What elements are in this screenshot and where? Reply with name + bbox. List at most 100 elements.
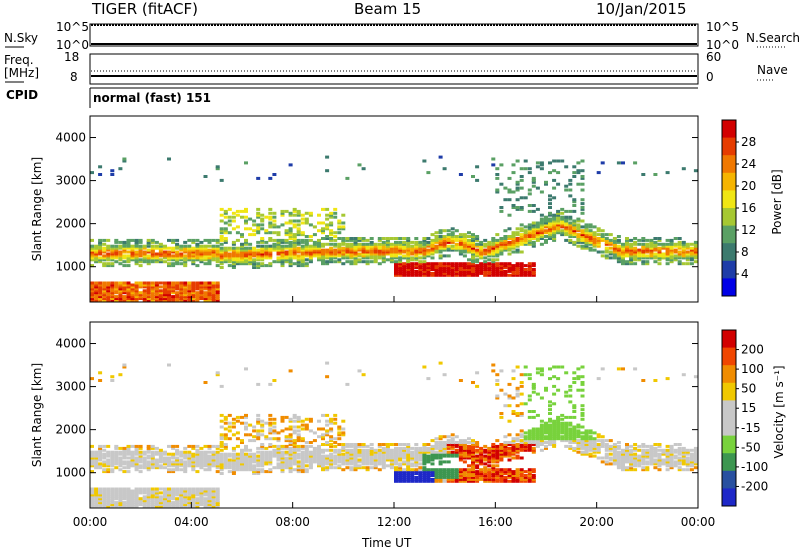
power-cell <box>268 252 273 256</box>
velocity-cell <box>548 408 552 412</box>
velocity-cell <box>430 470 435 474</box>
velocity-cell <box>248 433 253 437</box>
velocity-cell <box>158 454 163 458</box>
power-cell <box>653 244 658 248</box>
power-cell <box>317 221 321 225</box>
power-cell <box>333 235 338 238</box>
velocity-cell <box>150 450 155 454</box>
power-cell <box>414 237 419 240</box>
power-cell <box>312 248 317 252</box>
velocity-cell <box>268 470 273 474</box>
power-cell <box>548 231 552 235</box>
velocity-cell <box>167 505 171 508</box>
velocity-cell <box>134 450 139 454</box>
power-cell <box>556 159 561 163</box>
power-cell <box>398 264 403 268</box>
velocity-cell <box>90 499 94 503</box>
velocity-cell <box>122 365 127 369</box>
nave-label: Nave <box>757 63 788 77</box>
velocity-cell <box>394 474 398 477</box>
power-cell <box>191 291 196 295</box>
power-cell <box>406 271 411 275</box>
power-cell <box>333 215 338 219</box>
power-cell <box>414 250 419 254</box>
power-cell <box>280 250 285 254</box>
velocity-cell <box>369 452 374 456</box>
velocity-cell <box>568 433 573 437</box>
power-cell <box>471 269 475 273</box>
power-cell <box>98 238 103 242</box>
power-cell <box>154 293 159 297</box>
velocity-cell <box>134 452 139 456</box>
velocity-cell <box>98 489 103 493</box>
velocity-cell <box>231 417 236 421</box>
velocity-cell <box>381 448 386 452</box>
power-cell <box>487 264 492 268</box>
velocity-cell <box>150 505 155 508</box>
power-cell <box>138 291 143 295</box>
velocity-cell <box>519 479 524 483</box>
velocity-cell <box>248 423 253 427</box>
power-cell <box>398 242 403 246</box>
velocity-cell <box>195 487 200 491</box>
velocity-cell <box>329 419 334 423</box>
velocity-cell <box>284 460 289 464</box>
velocity-cell <box>467 456 471 460</box>
power-cell <box>122 248 127 252</box>
power-cell <box>418 248 423 252</box>
velocity-cell <box>572 446 577 450</box>
power-cell <box>215 246 220 250</box>
velocity-cell <box>106 499 111 503</box>
velocity-cell <box>596 443 601 446</box>
velocity-cell <box>219 462 224 466</box>
velocity-cell <box>633 452 638 456</box>
power-cell <box>621 256 625 260</box>
power-cell <box>641 262 646 266</box>
power-cell <box>677 240 682 244</box>
power-cell <box>608 246 613 250</box>
velocity-cell <box>357 460 362 464</box>
power-cell <box>223 221 228 225</box>
velocity-cell <box>377 460 382 464</box>
power-cell <box>264 244 269 248</box>
power-cell <box>535 233 540 237</box>
power-cell <box>426 273 431 277</box>
velocity-cell <box>296 415 301 419</box>
power-cell <box>572 200 577 204</box>
power-cell <box>458 250 463 254</box>
power-cell <box>592 231 597 235</box>
power-cell <box>531 273 536 277</box>
velocity-cell <box>154 458 159 462</box>
power-cell <box>308 238 313 242</box>
power-cell <box>434 238 439 242</box>
power-cell <box>450 233 455 237</box>
velocity-cell <box>219 413 224 417</box>
velocity-cell <box>608 456 613 460</box>
velocity-cell <box>434 450 439 454</box>
velocity-cell <box>544 388 548 392</box>
power-cell <box>495 242 500 246</box>
velocity-cell <box>203 468 208 472</box>
power-cell <box>333 256 338 260</box>
velocity-cell <box>268 417 273 421</box>
power-cell <box>191 238 196 242</box>
velocity-cell <box>637 448 642 452</box>
power-cell <box>325 223 330 227</box>
power-cell <box>511 238 516 242</box>
velocity-cell <box>491 468 496 472</box>
velocity-cell <box>227 462 232 466</box>
velocity-cell <box>410 454 415 458</box>
velocity-cell <box>458 379 463 382</box>
velocity-cell <box>114 462 119 466</box>
power-cell <box>693 254 698 258</box>
power-cell <box>515 182 520 186</box>
velocity-cell <box>621 450 625 454</box>
velocity-cell <box>645 454 650 458</box>
power-cell <box>130 299 135 302</box>
velocity-cell <box>325 413 330 417</box>
velocity-cell <box>600 435 605 439</box>
power-cell <box>179 297 184 300</box>
velocity-cell <box>531 384 536 388</box>
velocity-cell <box>495 439 500 443</box>
velocity-cell <box>142 462 147 466</box>
